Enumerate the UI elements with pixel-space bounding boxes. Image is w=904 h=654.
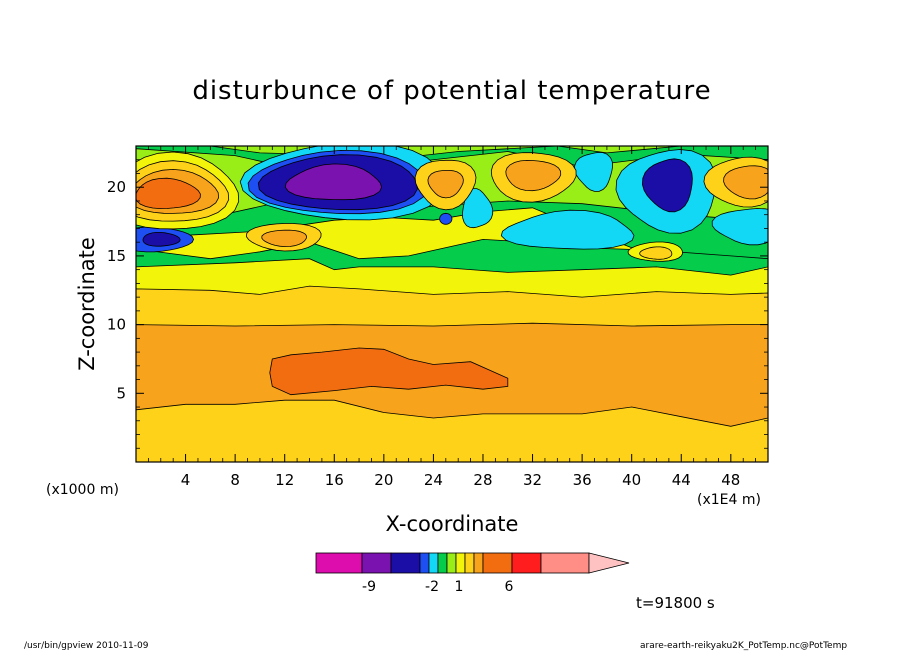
footer-left: /usr/bin/gpview 2010-11-09 [24,641,149,651]
cyan-patch-2 [461,188,494,229]
plot-frame [135,145,769,463]
x-tick-label: 8 [230,471,240,489]
x-tick-label: 48 [721,471,740,489]
x-tick-label: 4 [181,471,191,489]
x-unit-left: (x1000 m) [46,482,119,498]
gold-bump [639,246,673,260]
colorbar-arrow [588,552,630,574]
x-tick-label: 32 [523,471,542,489]
chart-title: disturbunce of potential temperature [192,76,712,106]
colorbar-segment [361,552,392,574]
low-core-a-purple [284,163,383,201]
x-tick-label: 44 [672,471,691,489]
low-core-b-navy [641,158,693,213]
blue-dot [439,212,453,225]
colorbar-segment [419,552,430,574]
colorbar-segment [540,552,590,574]
colorbar: -9 -2 1 6 [315,552,630,595]
colorbar-segment [464,552,475,574]
colorbar-segment [473,552,484,574]
x-tick-label: 28 [473,471,492,489]
x-axis-label: X-coordinate [385,512,519,536]
x-tick-label: 40 [622,471,641,489]
x-axis: 4 8 12 16 20 24 28 32 36 40 44 48 [147,146,757,489]
y-axis-label: Z-coordinate [75,237,99,371]
x-tick-label: 16 [325,471,344,489]
high-right-orange [723,165,768,200]
colorbar-label: -9 [362,579,376,595]
cyan-patch-1 [500,209,635,250]
colorbar-segment [437,552,448,574]
high-left-core [136,177,201,210]
x-tick-label: 20 [374,471,393,489]
colorbar-segment [482,552,513,574]
x-tick-label: 36 [573,471,592,489]
time-label: t=91800 s [636,594,715,612]
high-32-orange [505,159,562,192]
colorbar-label: -2 [425,579,439,595]
y-tick-label: 15 [107,247,126,265]
colorbar-label: 6 [505,579,514,595]
x-unit-right: (x1E4 m) [697,492,761,508]
colorbar-segment [390,552,421,574]
colorbar-segment [455,552,466,574]
high-mid-orange [427,170,464,199]
low-core-c-navy [142,232,181,247]
colorbar-segment [428,552,439,574]
footer-right: arare-earth-reikyaku2K_PotTemp.nc@PotTem… [640,641,848,651]
contour-field [136,146,768,462]
x-tick-label: 24 [424,471,443,489]
y-tick-label: 5 [116,384,126,402]
high-12-orange [261,229,308,248]
colorbar-segment [446,552,457,574]
colorbar-segment [315,552,363,574]
y-tick-label: 20 [107,178,126,196]
colorbar-label: 1 [455,579,464,595]
x-tick-label: 12 [275,471,294,489]
band-gold-bottom [136,399,768,462]
y-axis: 5 10 15 20 [107,159,768,449]
high-core-lower [269,347,509,396]
colorbar-segment [511,552,542,574]
y-tick-label: 10 [107,316,126,334]
